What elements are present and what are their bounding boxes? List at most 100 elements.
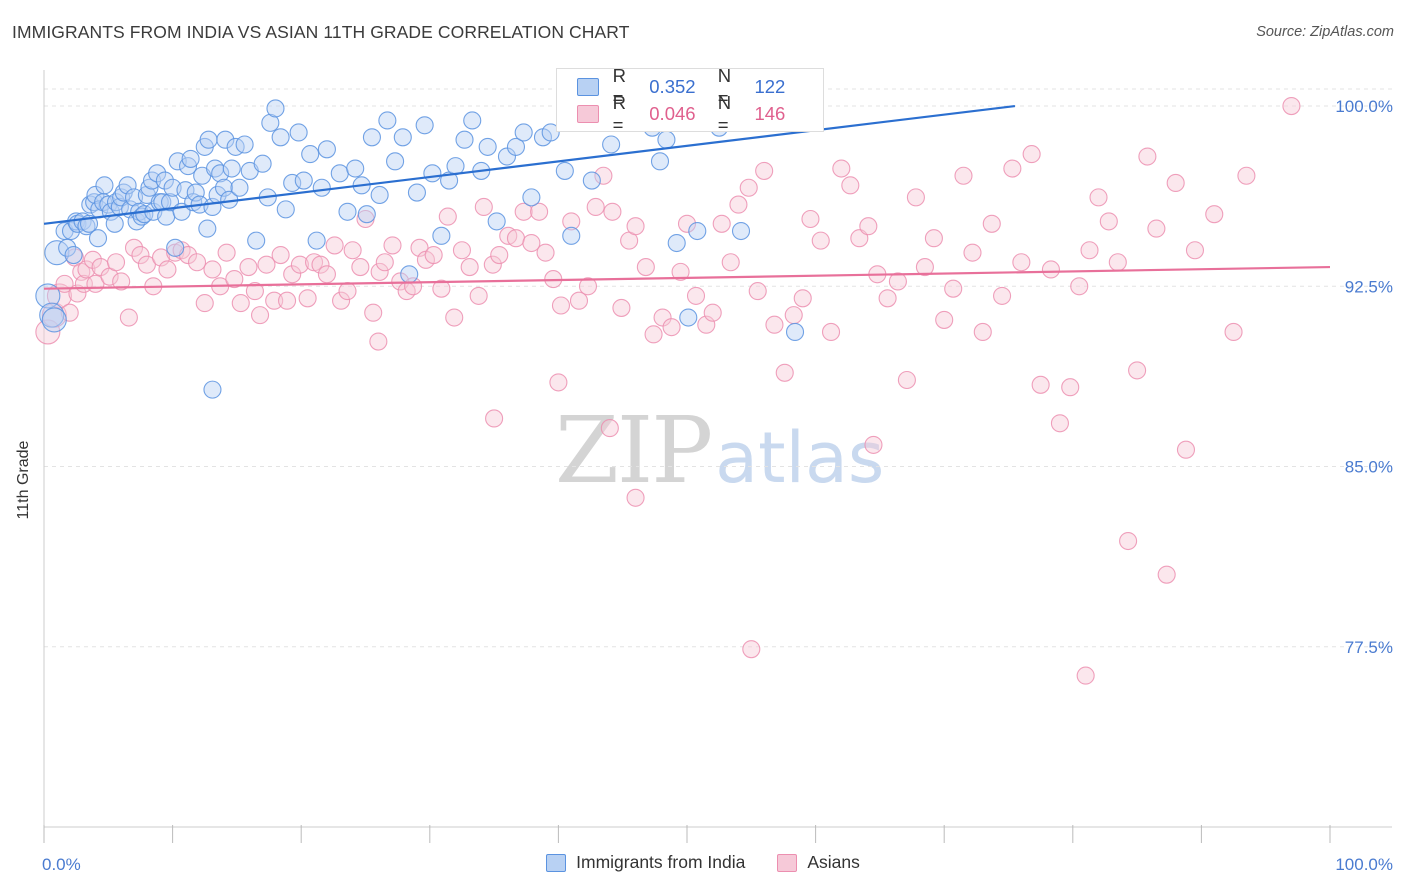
india-point — [432, 226, 451, 245]
asians-point — [982, 214, 1001, 233]
watermark-zip: ZIP — [555, 397, 713, 504]
legend-swatch-india — [577, 78, 599, 96]
asians-point — [1070, 277, 1089, 296]
asians-point — [137, 255, 156, 274]
india-point — [497, 147, 517, 166]
x-tick-label: 0.0% — [42, 855, 81, 874]
asians-point — [119, 308, 138, 327]
india-point — [407, 183, 426, 202]
asians-point — [864, 435, 883, 454]
asians-point — [739, 178, 758, 197]
asians-point — [1237, 166, 1256, 185]
india-point — [186, 183, 205, 202]
india-point — [357, 205, 376, 224]
asians-point — [1041, 260, 1060, 279]
india-point — [455, 130, 474, 149]
india-point — [140, 178, 159, 197]
asians-point — [626, 488, 645, 507]
india-point — [198, 219, 217, 238]
india-point — [317, 140, 336, 159]
asians-point — [432, 279, 451, 298]
india-point — [487, 212, 506, 231]
india-point — [266, 99, 285, 118]
legend-item-asians: Asians — [777, 852, 860, 873]
asians-point — [1076, 666, 1095, 685]
india-point — [667, 233, 686, 253]
asians-point — [859, 217, 878, 236]
asians-point — [77, 260, 96, 279]
india-point — [88, 229, 108, 248]
india-point — [514, 123, 533, 142]
india-point — [301, 145, 320, 164]
india-point — [346, 159, 365, 178]
asians-point — [954, 166, 973, 185]
asians-point — [897, 370, 916, 390]
asians-point — [131, 245, 150, 265]
india-point — [253, 154, 272, 173]
asians-point — [438, 207, 457, 226]
asians-point — [626, 217, 645, 236]
asians-point — [841, 176, 860, 195]
asians-point — [35, 319, 61, 345]
india-point — [105, 214, 124, 233]
asians-point — [1157, 565, 1176, 584]
india-point — [153, 193, 172, 212]
asians-point — [1185, 241, 1205, 260]
asians-point — [332, 291, 351, 310]
asians-point — [375, 253, 394, 272]
asians-point — [271, 245, 290, 265]
india-trend-line — [43, 104, 1016, 225]
india-point — [650, 152, 670, 171]
asians-point — [370, 262, 389, 281]
legend-r-value: 0.352 — [649, 76, 696, 97]
asians-point — [742, 640, 761, 659]
asians-point — [283, 265, 302, 284]
asians-point — [1003, 159, 1022, 178]
india-point — [222, 159, 241, 178]
india-point — [582, 171, 601, 190]
asians-point — [586, 197, 605, 217]
asians-point — [225, 270, 244, 289]
legend-n-value: 122 — [754, 76, 786, 97]
legend-r-label: R = — [612, 65, 626, 108]
india-point — [562, 226, 581, 245]
india-point — [785, 322, 805, 341]
asians-point — [1031, 375, 1050, 394]
legend-label-india: Immigrants from India — [576, 852, 746, 872]
india-point — [247, 231, 266, 250]
asians-point — [662, 318, 681, 337]
asians-point — [325, 236, 344, 255]
india-point — [276, 200, 295, 219]
asians-point — [1205, 205, 1224, 224]
legend-swatch-india — [546, 853, 567, 872]
asians-point — [878, 289, 897, 308]
asians-point — [1166, 173, 1185, 192]
asians-point — [298, 289, 317, 308]
asians-point — [551, 296, 571, 315]
asians-point — [703, 303, 722, 322]
asians-point — [569, 291, 589, 310]
asians-point — [1147, 219, 1166, 238]
legend-label-asians: Asians — [807, 852, 860, 872]
india-point — [155, 171, 174, 190]
asians-point — [474, 197, 493, 217]
legend-swatch-asians — [777, 853, 798, 872]
asians-point — [1080, 241, 1099, 260]
legend-r-value: 0.046 — [649, 103, 696, 124]
india-point — [370, 185, 389, 205]
asians-point — [562, 212, 581, 231]
india-point — [506, 137, 526, 156]
india-point — [166, 238, 185, 257]
asians-point — [317, 265, 336, 284]
india-point — [400, 265, 419, 284]
asians-point — [522, 233, 541, 253]
asians-point — [485, 409, 504, 428]
india-point — [230, 178, 249, 197]
asians-point — [231, 294, 250, 313]
india-point — [386, 152, 405, 171]
asians-point — [924, 229, 943, 248]
india-point — [199, 130, 218, 149]
asians-point — [578, 277, 598, 296]
x-tick-label: 100.0% — [1335, 855, 1393, 874]
